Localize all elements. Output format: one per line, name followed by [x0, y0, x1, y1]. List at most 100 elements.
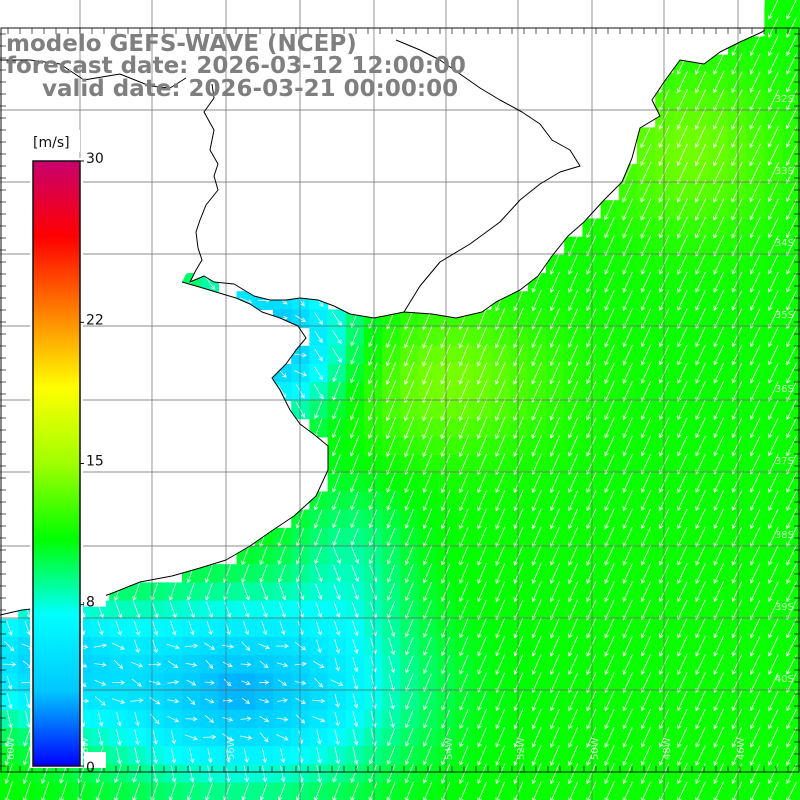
wind-arrow	[786, 763, 797, 785]
wind-arrow	[314, 509, 323, 529]
wind-arrow	[786, 180, 797, 203]
wind-arrow	[206, 601, 214, 619]
field-cell	[764, 764, 784, 784]
wind-arrow	[459, 581, 469, 603]
wind-arrow	[713, 690, 724, 712]
wind-arrow	[731, 143, 743, 167]
wind-arrow	[586, 271, 597, 293]
wind-arrow	[386, 782, 396, 800]
wind-arrow	[513, 508, 524, 530]
field-cell	[764, 364, 784, 383]
wind-arrow	[388, 674, 395, 692]
wind-arrow	[243, 765, 249, 783]
wind-arrow	[94, 696, 106, 706]
wind-arrow	[370, 692, 377, 710]
wind-arrow	[622, 654, 633, 675]
wind-arrow	[495, 672, 505, 694]
wind-arrow	[713, 89, 725, 112]
wind-arrow	[314, 400, 323, 420]
wind-arrow	[423, 673, 432, 693]
field-cell	[764, 455, 784, 474]
wind-arrow	[169, 601, 177, 619]
wind-arrow	[368, 344, 378, 366]
wind-arrow	[404, 398, 415, 422]
wind-arrow	[750, 290, 761, 311]
lon-label: 58W	[80, 737, 91, 760]
wind-arrow	[622, 690, 633, 712]
colorbar: [m/s] 30 22 15 8 0	[30, 130, 106, 776]
wind-arrow	[731, 636, 743, 657]
wind-arrow	[112, 680, 126, 685]
wind-arrow	[332, 364, 341, 383]
wind-arrow	[750, 745, 761, 766]
field-cell	[764, 618, 784, 638]
wind-arrow	[750, 435, 761, 457]
wind-arrow	[187, 601, 195, 619]
wind-arrow	[749, 125, 761, 149]
wind-arrow	[495, 526, 506, 548]
lat-label: 34S	[775, 238, 794, 249]
wind-arrow	[731, 745, 743, 766]
wind-arrow	[677, 253, 688, 275]
wind-arrow	[768, 654, 779, 675]
wind-arrow	[531, 271, 542, 293]
wind-arrow	[695, 363, 706, 384]
wind-arrow	[768, 617, 779, 639]
wind-arrow	[167, 698, 180, 704]
wind-arrow	[677, 763, 688, 785]
wind-arrow	[604, 526, 615, 548]
wind-arrow	[604, 198, 615, 221]
wind-arrow	[622, 417, 633, 439]
wind-arrow	[640, 362, 651, 384]
wind-arrow	[4, 727, 13, 748]
wind-arrow	[731, 690, 743, 712]
field-cell	[764, 436, 784, 456]
wind-arrow	[622, 326, 633, 348]
wind-arrow	[568, 508, 579, 530]
wind-arrow	[313, 490, 323, 511]
colorbar-tick-bg	[84, 449, 106, 466]
lon-label: 48W	[662, 737, 673, 760]
wind-arrow	[404, 746, 414, 766]
wind-arrow	[477, 654, 487, 675]
wind-arrow	[622, 453, 633, 475]
wind-arrow	[731, 272, 743, 293]
wind-arrow	[116, 746, 122, 765]
wind-arrow	[405, 637, 414, 656]
field-cell	[746, 691, 765, 711]
wind-arrow	[277, 782, 286, 800]
wind-arrow	[586, 417, 597, 439]
wind-arrow	[6, 675, 13, 690]
wind-arrow	[749, 217, 761, 239]
wind-arrow	[368, 528, 377, 547]
wind-arrow	[350, 363, 360, 384]
wind-arrow	[786, 308, 797, 330]
wind-arrow	[495, 544, 506, 566]
wind-arrow	[170, 747, 177, 764]
wind-arrow	[350, 491, 359, 511]
wind-arrow	[531, 380, 542, 403]
wind-arrow	[186, 582, 195, 601]
field-cell	[746, 746, 765, 765]
wind-arrow	[261, 765, 268, 783]
wind-arrow	[604, 690, 615, 712]
wind-arrow	[260, 602, 268, 618]
wind-arrow	[786, 508, 797, 530]
wind-arrow	[513, 544, 524, 566]
wind-arrow	[386, 325, 396, 349]
wind-arrow	[189, 747, 195, 764]
wind-arrow	[241, 697, 251, 705]
wind-arrow	[622, 763, 633, 785]
lon-label: 54W	[444, 737, 455, 760]
wind-arrow	[513, 435, 524, 458]
wind-arrow	[622, 253, 633, 275]
wind-arrow	[223, 679, 232, 687]
wind-arrow	[786, 363, 797, 384]
wind-arrow	[586, 726, 597, 748]
wind-arrow	[531, 617, 542, 639]
wind-arrow	[568, 290, 579, 312]
wind-arrow	[586, 253, 597, 275]
wind-arrow	[750, 727, 761, 748]
wind-arrow	[713, 381, 724, 402]
